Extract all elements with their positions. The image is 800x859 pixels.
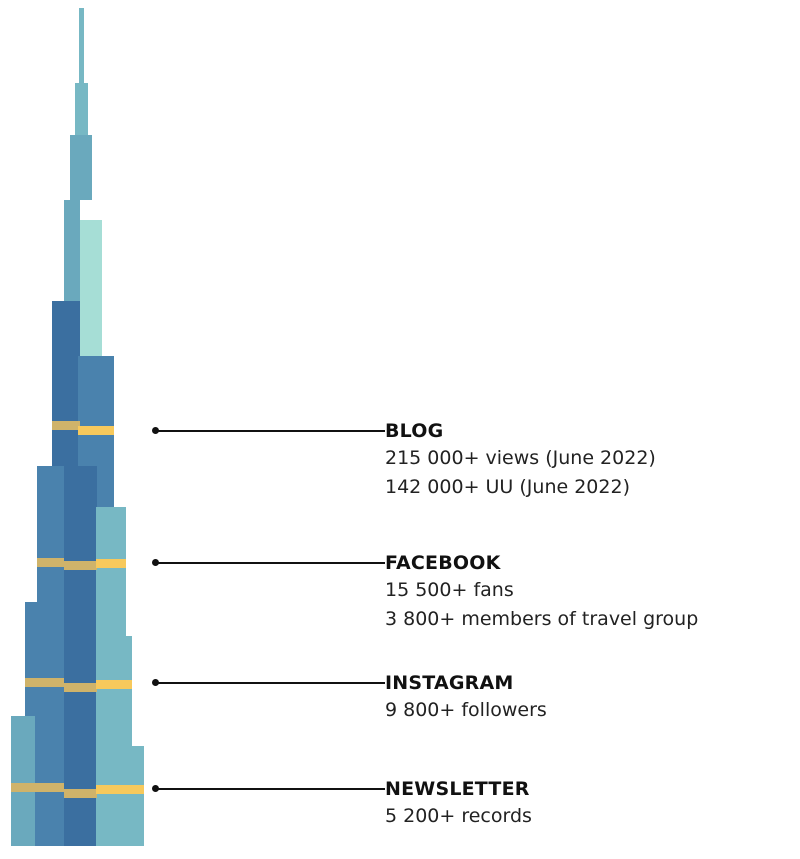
stat-line: 215 000+ views (June 2022) — [385, 447, 656, 469]
section-text: FACEBOOK 15 500+ fans 3 800+ members of … — [385, 550, 698, 634]
spire-segment — [70, 135, 92, 200]
connector-dot — [152, 559, 159, 566]
spire-segment — [64, 200, 80, 301]
tower-wing — [96, 507, 126, 846]
tower-wing — [132, 746, 144, 846]
gold-band — [96, 785, 144, 794]
gold-band — [11, 783, 64, 792]
stat-line: 9 800+ followers — [385, 699, 547, 721]
connector — [152, 782, 385, 794]
connector-line — [157, 682, 385, 684]
gold-band — [96, 559, 126, 568]
connector — [152, 556, 385, 568]
gold-band — [96, 680, 132, 689]
section-title: BLOG — [385, 420, 444, 442]
connector-dot — [152, 785, 159, 792]
tower-core — [64, 466, 97, 846]
stat-line: 5 200+ records — [385, 805, 532, 827]
gold-band — [64, 683, 97, 692]
tower-wing — [126, 636, 132, 846]
gold-band — [25, 678, 64, 687]
connector — [152, 676, 385, 688]
gold-band — [64, 789, 97, 798]
section-text: NEWSLETTER 5 200+ records — [385, 776, 532, 831]
gold-band — [37, 558, 64, 567]
stat-line: 3 800+ members of travel group — [385, 608, 699, 630]
tower-wing — [11, 716, 35, 846]
connector-dot — [152, 679, 159, 686]
section-text: INSTAGRAM 9 800+ followers — [385, 670, 547, 725]
connector-dot — [152, 427, 159, 434]
section-title: NEWSLETTER — [385, 778, 530, 800]
tower-wing — [37, 466, 64, 846]
gold-band — [64, 561, 97, 570]
connector-line — [157, 430, 385, 432]
stat-line: 142 000+ UU (June 2022) — [385, 476, 630, 498]
spire-tip — [79, 8, 84, 83]
tower-segment-light — [80, 220, 102, 356]
gold-band — [78, 426, 114, 435]
gold-band — [52, 421, 80, 430]
tower-illustration — [11, 8, 144, 846]
section-title: INSTAGRAM — [385, 672, 514, 694]
connector-line — [157, 788, 385, 790]
section-title: FACEBOOK — [385, 552, 501, 574]
spire-segment — [75, 83, 88, 135]
section-text: BLOG 215 000+ views (June 2022) 142 000+… — [385, 418, 656, 502]
stat-line: 15 500+ fans — [385, 579, 514, 601]
connector — [152, 424, 385, 436]
connector-line — [157, 562, 385, 564]
